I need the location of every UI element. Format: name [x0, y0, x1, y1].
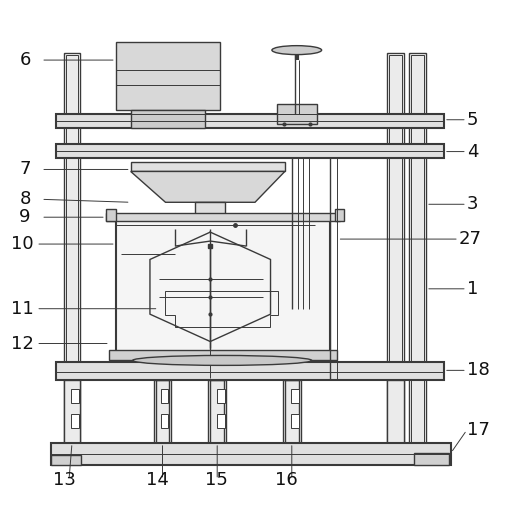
- Bar: [217, 414, 225, 428]
- Bar: [56, 114, 444, 128]
- Text: 4: 4: [467, 143, 478, 160]
- Text: 12: 12: [11, 334, 34, 353]
- Bar: [161, 389, 168, 403]
- Bar: [283, 380, 301, 445]
- Bar: [106, 209, 116, 221]
- Bar: [131, 161, 285, 172]
- Bar: [285, 380, 299, 443]
- Bar: [195, 202, 225, 214]
- Bar: [411, 55, 424, 443]
- Bar: [64, 380, 80, 443]
- Bar: [217, 389, 225, 403]
- Bar: [56, 144, 444, 157]
- Text: 10: 10: [11, 235, 34, 253]
- Bar: [131, 110, 205, 128]
- Bar: [64, 53, 80, 445]
- Text: 15: 15: [205, 471, 228, 489]
- Polygon shape: [131, 172, 285, 202]
- Bar: [116, 42, 220, 110]
- Ellipse shape: [272, 46, 321, 54]
- Bar: [71, 389, 79, 403]
- Bar: [208, 380, 226, 445]
- Text: 3: 3: [467, 195, 478, 213]
- Bar: [335, 209, 344, 221]
- Bar: [56, 362, 444, 380]
- Bar: [387, 53, 404, 445]
- Bar: [109, 351, 337, 360]
- Text: 5: 5: [467, 111, 478, 129]
- Bar: [154, 380, 171, 445]
- Text: 7: 7: [19, 160, 31, 179]
- Polygon shape: [175, 349, 246, 369]
- Bar: [51, 455, 81, 465]
- Text: 13: 13: [53, 471, 76, 489]
- Bar: [387, 380, 404, 443]
- Text: 11: 11: [11, 300, 34, 318]
- Bar: [409, 53, 426, 445]
- Text: 18: 18: [467, 361, 490, 379]
- Bar: [116, 219, 330, 353]
- Bar: [71, 414, 79, 428]
- Bar: [291, 389, 299, 403]
- Text: 14: 14: [146, 471, 168, 489]
- Bar: [291, 414, 299, 428]
- Bar: [159, 246, 263, 314]
- Bar: [156, 380, 169, 443]
- Bar: [414, 453, 449, 465]
- Bar: [389, 55, 402, 443]
- Bar: [106, 213, 340, 221]
- Bar: [51, 443, 451, 465]
- Bar: [210, 380, 224, 443]
- Text: 1: 1: [467, 280, 478, 298]
- Text: 8: 8: [19, 190, 30, 208]
- Text: 17: 17: [467, 421, 490, 439]
- Text: 16: 16: [275, 471, 298, 489]
- Bar: [116, 220, 315, 229]
- Text: 9: 9: [19, 208, 31, 226]
- Text: 6: 6: [19, 51, 30, 69]
- Bar: [66, 55, 78, 443]
- Ellipse shape: [133, 355, 312, 365]
- Text: 27: 27: [459, 230, 482, 248]
- Bar: [161, 414, 168, 428]
- Bar: [277, 104, 317, 124]
